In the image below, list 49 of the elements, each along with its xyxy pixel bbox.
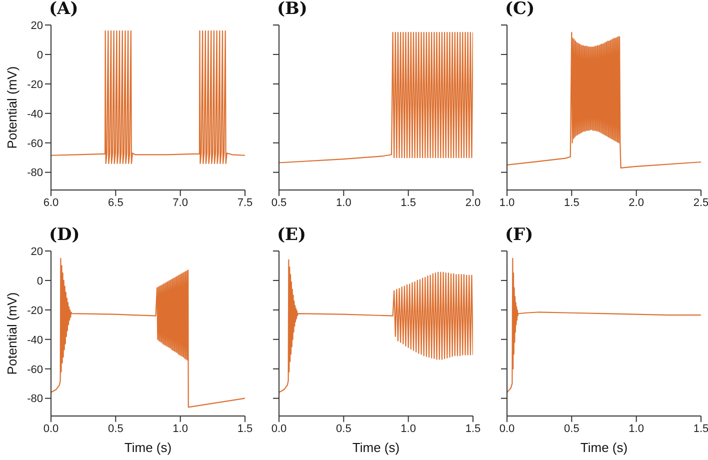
x-tick-label: 6.0 [43,196,59,209]
x-axis-title: Time (s) [352,440,400,455]
chart-title: (B) [276,0,308,19]
x-tick-label: 0.0 [271,422,287,435]
x-tick-label: 0.5 [108,422,124,435]
x-tick-label: 1.5 [400,196,416,209]
x-tick-label: 1.0 [499,196,515,209]
x-tick-label: 0.5 [564,422,580,435]
x-tick-label: 0.0 [499,422,515,435]
y-tick-label: 20 [30,246,43,258]
y-tick-label: -60 [27,364,43,376]
y-tick-label: -40 [27,108,43,120]
chart-title: (C) [504,0,536,19]
y-tick-label: -80 [27,167,43,180]
x-tick-label: 1.0 [400,422,416,435]
x-tick-label: 7.0 [172,196,188,209]
x-tick-label: 2.5 [693,196,708,209]
x-tick-label: 0.0 [43,422,59,435]
chart-title: (D) [48,225,81,245]
y-tick-label: -80 [27,393,43,406]
y-axis-title: Potential (mV) [4,66,20,149]
x-tick-label: 2.0 [465,196,481,209]
y-axis-title: Potential (mV) [4,292,20,375]
x-tick-label: 1.0 [336,196,352,209]
x-axis-title: Time (s) [124,440,172,455]
y-tick-label: -60 [27,138,43,150]
chart-title: (F) [504,225,534,245]
y-tick-label: -20 [27,304,43,317]
y-tick-label: 0 [36,275,43,288]
x-tick-label: 1.0 [172,422,188,435]
y-tick-label: -40 [27,334,43,346]
y-tick-label: 0 [36,49,43,62]
x-tick-label: 0.5 [336,422,352,435]
x-tick-label: 1.0 [628,422,644,435]
y-tick-label: -20 [27,78,43,91]
chart-title: (E) [276,225,308,245]
line-series [51,258,245,408]
x-tick-label: 1.5 [564,196,580,209]
x-axis-title: Time (s) [580,440,628,455]
x-tick-label: 6.5 [108,196,124,209]
x-tick-label: 2.0 [628,196,644,209]
line-series [51,30,245,164]
x-tick-label: 0.5 [271,196,287,209]
x-tick-label: 7.5 [237,196,253,209]
chart-title: (A) [48,0,80,19]
x-tick-label: 1.5 [693,422,708,435]
x-tick-label: 1.5 [237,422,253,435]
y-tick-label: 20 [30,20,43,32]
x-tick-label: 1.5 [465,422,481,435]
